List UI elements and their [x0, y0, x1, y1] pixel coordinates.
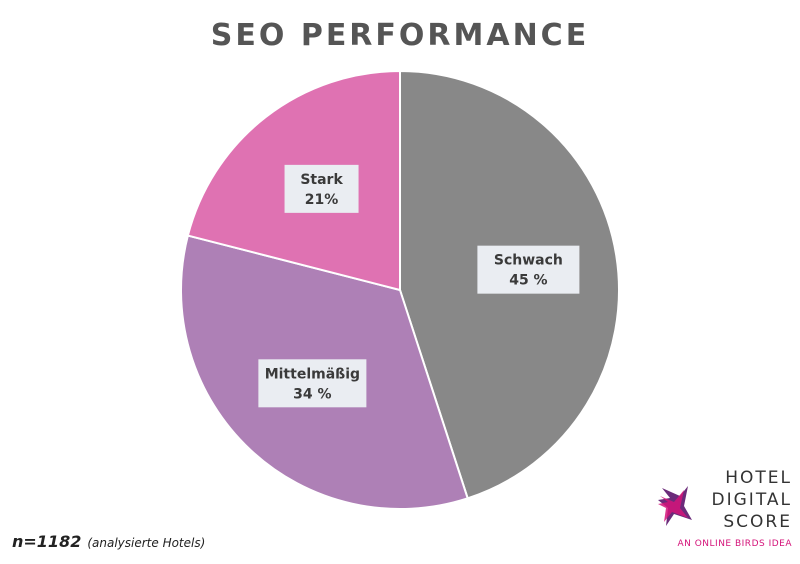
slice-label-box	[284, 164, 359, 213]
slice-label-name: Mittelmäßig	[265, 366, 360, 382]
star-logo-icon	[658, 486, 692, 526]
sample-size: n=1182	[12, 532, 82, 551]
logo-word-score: SCORE	[723, 512, 792, 532]
logo-star-front	[658, 490, 688, 522]
hotel-digital-score-logo: HOTEL DIGITAL SCORE AN ONLINE BIRDS IDEA	[650, 466, 795, 556]
logo-word-digital: DIGITAL	[711, 490, 792, 510]
slice-label-box	[477, 245, 580, 294]
slice-label-value: 34 %	[293, 386, 331, 402]
logo-word-hotel: HOTEL	[725, 468, 792, 488]
slice-label-name: Stark	[300, 172, 343, 188]
sample-description: (analysierte Hotels)	[87, 536, 206, 550]
slice-label-value: 45 %	[509, 273, 547, 289]
slice-label-name: Schwach	[494, 253, 563, 269]
pie-labels: Schwach 45 % Mittelmäßig 34 % Stark 21%	[258, 164, 580, 408]
sample-size-note: n=1182 (analysierte Hotels)	[12, 532, 205, 551]
logo-tagline: AN ONLINE BIRDS IDEA	[677, 539, 792, 549]
slice-label-box	[258, 359, 367, 408]
slice-label-value: 21%	[305, 192, 339, 208]
chart-title: SEO PERFORMANCE	[210, 18, 590, 53]
